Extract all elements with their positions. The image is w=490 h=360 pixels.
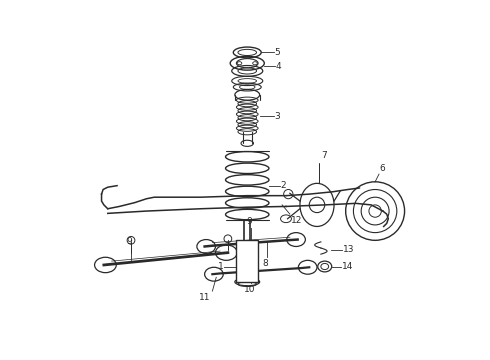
Text: 1: 1 (218, 262, 223, 271)
Text: 10: 10 (244, 285, 255, 294)
Text: 8: 8 (262, 259, 268, 268)
Text: 9: 9 (246, 217, 252, 226)
Text: 13: 13 (343, 245, 354, 254)
Text: 5: 5 (274, 48, 280, 57)
Text: 11: 11 (199, 293, 211, 302)
Text: 6: 6 (380, 163, 386, 172)
Text: 3: 3 (274, 112, 280, 121)
Text: 7: 7 (321, 151, 327, 160)
Bar (236, 239, 258, 282)
Text: 12: 12 (291, 216, 302, 225)
Text: 4: 4 (276, 62, 282, 71)
Text: 14: 14 (342, 262, 353, 271)
Text: 2: 2 (281, 181, 286, 190)
Text: 9: 9 (126, 238, 132, 247)
